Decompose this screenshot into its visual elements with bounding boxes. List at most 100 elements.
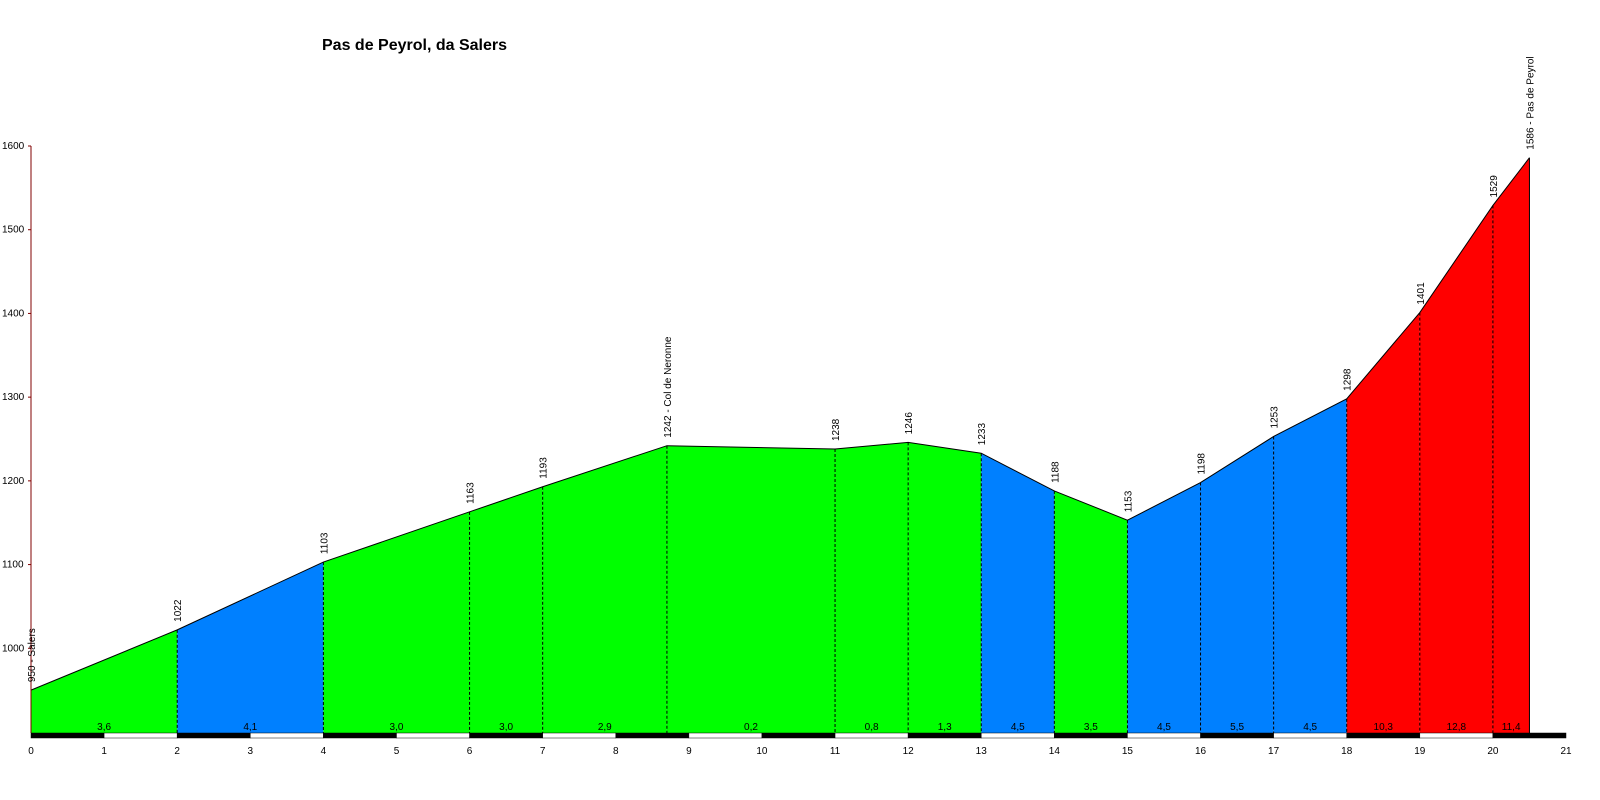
km-band-7 — [542, 732, 617, 739]
profile-segment-16 — [1492, 157, 1530, 734]
profile-segment-14 — [1346, 312, 1420, 733]
x-tick-label-3: 3 — [248, 746, 254, 757]
checkpoint-lines-group — [176, 157, 1530, 733]
y-tick-label-1200: 1200 — [2, 476, 25, 487]
km-band-4 — [323, 732, 397, 739]
profile-segment-13 — [1273, 398, 1347, 733]
point-label-6: 1238 — [831, 418, 842, 441]
grade-label-5: 2,9 — [598, 722, 612, 733]
x-tick-label-0: 0 — [28, 746, 34, 757]
x-tick-label-18: 18 — [1341, 746, 1353, 757]
grade-label-8: 1,3 — [938, 722, 952, 733]
profile-segment-8 — [908, 442, 982, 733]
grade-label-15: 12,8 — [1447, 722, 1467, 733]
x-tick-label-10: 10 — [756, 746, 768, 757]
point-label-1: 1022 — [173, 599, 184, 622]
profile-segment-11 — [1127, 482, 1201, 733]
y-tick-label-1400: 1400 — [2, 308, 25, 319]
point-label-3: 1163 — [466, 482, 477, 504]
km-band-18 — [1346, 732, 1421, 739]
profile-segment-1 — [31, 629, 178, 733]
km-band-5 — [396, 732, 470, 739]
profile-segment-12 — [1200, 436, 1274, 733]
y-tick-label-1600: 1600 — [2, 141, 25, 152]
km-band-16 — [1200, 732, 1274, 739]
point-label-13: 1298 — [1343, 368, 1354, 391]
profile-segment-7 — [835, 442, 909, 733]
profile-segment-3 — [323, 511, 470, 733]
x-tick-label-15: 15 — [1122, 746, 1134, 757]
x-tick-label-12: 12 — [903, 746, 915, 757]
grade-label-10: 3,5 — [1084, 722, 1098, 733]
point-label-0: 950 - Salers — [27, 628, 38, 682]
profile-line-group — [30, 157, 1530, 691]
y-tick-label-1000: 1000 — [2, 643, 25, 654]
y-tick-label-1300: 1300 — [2, 392, 25, 403]
km-band-9 — [688, 732, 763, 739]
grade-label-2: 4,1 — [243, 722, 257, 733]
x-tick-label-5: 5 — [394, 746, 400, 757]
point-label-16: 1586 - Pas de Peyrol — [1525, 56, 1536, 149]
point-label-12: 1253 — [1270, 406, 1281, 429]
km-band-3 — [250, 732, 324, 739]
grade-label-11: 4,5 — [1157, 722, 1171, 733]
profile-segment-6 — [666, 445, 836, 733]
y-tick-label-1500: 1500 — [2, 225, 25, 236]
profile-segment-2 — [177, 562, 324, 733]
grade-label-13: 4,5 — [1303, 722, 1317, 733]
x-tick-label-2: 2 — [174, 746, 180, 757]
x-tick-label-11: 11 — [830, 746, 841, 757]
km-band-12 — [907, 732, 982, 739]
x-tick-label-19: 19 — [1414, 746, 1426, 757]
point-label-10: 1153 — [1123, 490, 1134, 512]
x-tick-label-8: 8 — [613, 746, 619, 757]
point-label-8: 1233 — [977, 423, 988, 446]
point-labels-group: 3,6 4,1 3,0 3,0 2,9 0,2 0,8 1,3 4,5 3,5 4,5 5,5 4,5 1… — [27, 56, 1536, 733]
km-band-20 — [1492, 732, 1567, 739]
point-label-9: 1188 — [1050, 461, 1061, 483]
grade-label-7: 0,8 — [865, 722, 879, 733]
profile-segment-10 — [1054, 490, 1128, 733]
km-band-14 — [1054, 732, 1128, 739]
km-band-17 — [1273, 732, 1347, 739]
grade-label-3: 3,0 — [390, 722, 404, 733]
km-band-0 — [30, 732, 105, 739]
km-band-19 — [1419, 732, 1494, 739]
grade-label-12: 5,5 — [1230, 722, 1244, 733]
km-band-10 — [761, 732, 836, 739]
grade-label-4: 3,0 — [499, 722, 513, 733]
point-label-15: 1529 — [1489, 175, 1500, 198]
x-tick-label-17: 17 — [1268, 746, 1280, 757]
profile-line — [30, 157, 1530, 691]
x-tick-label-4: 4 — [321, 746, 327, 757]
grade-label-1: 3,6 — [97, 722, 111, 733]
point-label-11: 1198 — [1197, 453, 1208, 475]
profile-segment-4 — [469, 486, 543, 733]
point-label-5: 1242 - Col de Neronne — [663, 336, 674, 438]
profile-segment-15 — [1419, 205, 1493, 734]
grade-label-9: 4,5 — [1011, 722, 1025, 733]
x-tick-label-13: 13 — [976, 746, 988, 757]
km-band-15 — [1127, 732, 1201, 739]
x-tick-label-20: 20 — [1487, 746, 1499, 757]
x-tick-label-21: 21 — [1560, 746, 1572, 757]
chart-title: Pas de Peyrol, da Salers — [322, 37, 507, 54]
x-tick-label-7: 7 — [540, 746, 546, 757]
point-label-7: 1246 — [904, 412, 915, 435]
x-tick-label-9: 9 — [686, 746, 692, 757]
profile-segment-9 — [981, 453, 1055, 733]
point-label-4: 1193 — [539, 457, 550, 479]
grade-label-6: 0,2 — [744, 722, 758, 733]
x-tick-label-6: 6 — [467, 746, 473, 757]
km-band-1 — [103, 732, 178, 739]
km-band-11 — [834, 732, 909, 739]
km-band-6 — [469, 732, 543, 739]
x-tick-label-1: 1 — [101, 746, 107, 757]
point-label-2: 1103 — [319, 532, 330, 554]
x-tick-label-14: 14 — [1049, 746, 1061, 757]
grade-label-16: 11,4 — [1502, 722, 1521, 733]
x-tick-label-16: 16 — [1195, 746, 1207, 757]
y-tick-label-1100: 1100 — [2, 560, 24, 571]
